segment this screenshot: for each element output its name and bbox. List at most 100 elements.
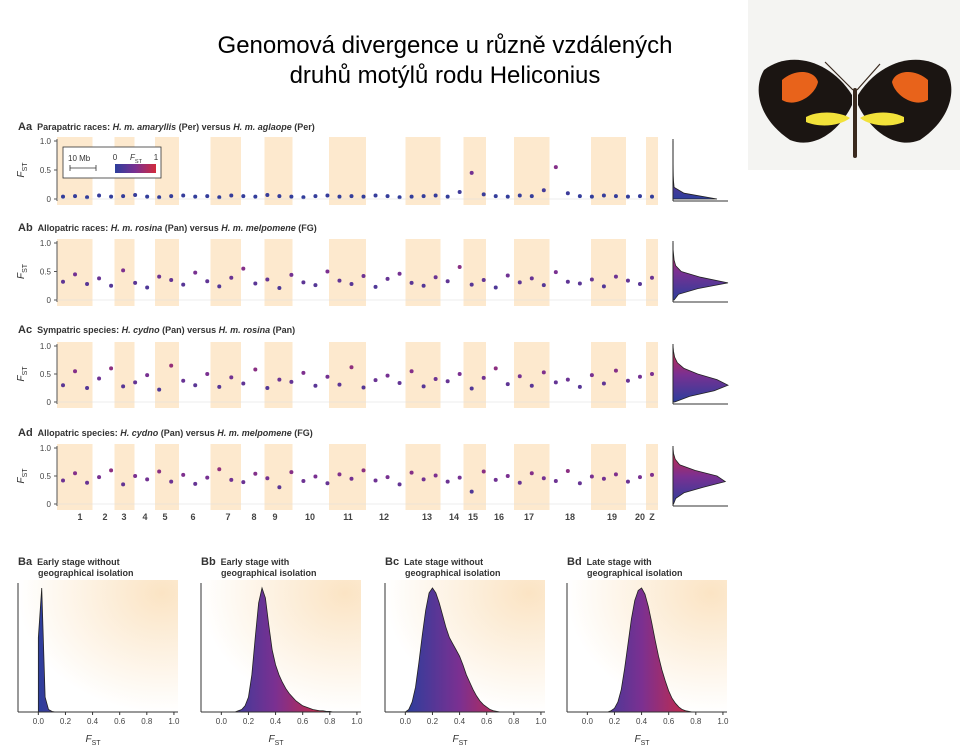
fst-point — [337, 472, 342, 477]
fst-point — [649, 194, 654, 199]
fst-point — [289, 379, 294, 384]
plot-label-line: geographical isolation — [405, 568, 501, 578]
fst-point — [241, 480, 246, 485]
x-tick-label: 0.8 — [690, 717, 702, 726]
fst-point — [469, 170, 474, 175]
legend: 10 Mb 0 1 — [62, 146, 162, 179]
chromosome-label: 1 — [77, 512, 82, 522]
fst-point — [385, 475, 390, 480]
fst-point — [469, 489, 474, 494]
slide-title: Genomová divergence u různě vzdálených — [218, 32, 673, 59]
fst-point — [61, 383, 66, 388]
fst-point — [433, 473, 438, 478]
fst-point — [301, 280, 306, 285]
fst-point — [409, 470, 414, 475]
axis-label-main: F — [85, 734, 92, 745]
fst-point — [61, 279, 66, 284]
fst-point — [553, 479, 558, 484]
x-tick-label: 0.4 — [636, 717, 648, 726]
chromosome-band — [264, 239, 293, 306]
row-label: Ac Sympatric species: H. cydno (Pan) vers… — [18, 324, 295, 336]
fst-point — [325, 481, 330, 486]
fst-point — [373, 193, 378, 198]
fst-point — [61, 194, 66, 199]
chromosome-band — [57, 342, 93, 408]
fst-point — [145, 373, 150, 378]
fst-point — [625, 194, 630, 199]
fst-point — [457, 475, 462, 480]
x-tick-label: 0.6 — [481, 717, 493, 726]
fst-point — [133, 380, 138, 385]
y-tick-label: 0 — [47, 296, 52, 305]
fst-point — [301, 370, 306, 375]
fst-point — [481, 278, 486, 283]
fst-point — [193, 270, 198, 275]
chromosome-label: 14 — [449, 512, 459, 522]
fst-point — [349, 476, 354, 481]
fst-point — [457, 264, 462, 269]
chromosome-label: 4 — [142, 512, 147, 522]
fst-point — [217, 195, 222, 200]
fst-point — [493, 366, 498, 371]
fst-point — [301, 195, 306, 200]
fst-point — [481, 192, 486, 197]
fst-point — [301, 479, 306, 484]
fst-point — [637, 194, 642, 199]
fst-point — [577, 384, 582, 389]
fst-point — [517, 280, 522, 285]
fst-point — [553, 270, 558, 275]
axis-label: FST — [130, 153, 143, 165]
row-label-part: H. m. amaryllis — [113, 122, 177, 132]
row-label-part: (Per) — [292, 122, 315, 132]
fst-point — [181, 472, 186, 477]
fst-point — [337, 194, 342, 199]
fst-point — [577, 194, 582, 199]
chromosome-band — [114, 239, 135, 306]
fst-point — [121, 268, 126, 273]
fst-point — [409, 369, 414, 374]
y-tick-label: 0 — [47, 398, 52, 407]
x-tick-label: 0.0 — [216, 717, 228, 726]
axis-label-main: F — [16, 272, 27, 279]
fst-point — [193, 383, 198, 388]
row-label-part: Parapatric races: — [37, 122, 113, 132]
fst-point — [361, 274, 366, 279]
fst-point — [253, 471, 258, 476]
axis-label: FST — [85, 734, 101, 747]
fst-point — [589, 373, 594, 378]
axis-label: FST — [268, 734, 284, 747]
fst-point — [229, 375, 234, 380]
chromosome-band — [114, 342, 135, 408]
fst-point — [121, 482, 126, 487]
fst-point — [529, 194, 534, 199]
fst-point — [193, 194, 198, 199]
fst-point — [457, 372, 462, 376]
x-tick-label: 0.4 — [270, 717, 282, 726]
plot-id: Ba — [18, 556, 33, 568]
x-tick-label: 0.2 — [60, 717, 72, 726]
x-tick-label: 1.0 — [717, 717, 729, 726]
fst-point — [445, 479, 450, 484]
fst-point — [637, 282, 642, 287]
fst-point — [409, 280, 414, 285]
row-label: Aa Parapatric races: H. m. amaryllis (Per… — [18, 121, 315, 133]
fst-point — [109, 194, 114, 199]
fst-point — [97, 376, 102, 381]
fst-point — [601, 284, 606, 289]
marginal-density — [672, 243, 729, 301]
row-label-part: (Pan) versus — [160, 325, 219, 335]
fst-point — [601, 193, 606, 198]
y-tick-label: 1.0 — [40, 137, 52, 146]
fst-point — [109, 468, 114, 473]
fst-point — [625, 278, 630, 283]
x-tick-label: 0.6 — [114, 717, 126, 726]
fst-point — [241, 266, 246, 271]
fst-point — [457, 190, 462, 195]
fst-point — [649, 275, 654, 280]
fst-point — [241, 194, 246, 199]
plot-id: Bc — [385, 556, 399, 568]
fst-point — [385, 276, 390, 281]
fst-point — [157, 387, 162, 392]
fst-point — [169, 479, 174, 484]
row-label-part: (FG) — [296, 223, 317, 233]
